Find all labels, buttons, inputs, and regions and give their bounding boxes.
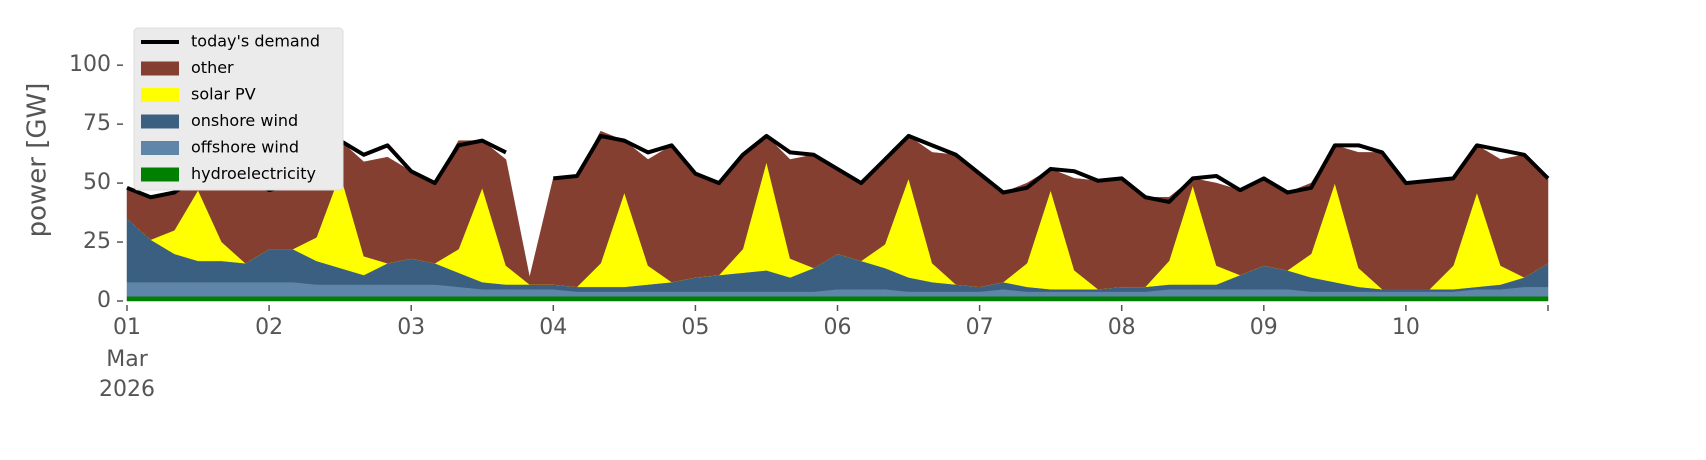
x-tick-label: 03 — [397, 315, 425, 340]
legend-label: solar PV — [191, 85, 256, 104]
x-tick-label: 01 — [113, 315, 141, 340]
y-tick-label: 50 — [83, 170, 111, 195]
legend-label: other — [191, 58, 234, 77]
legend-patch — [141, 88, 179, 102]
x-tick-label: 02 — [255, 315, 283, 340]
y-axis-label: power [GW] — [23, 83, 53, 238]
x-tick-label: 06 — [824, 315, 852, 340]
legend-box — [133, 27, 344, 191]
y-tick-label: 75 — [83, 111, 111, 136]
area — [126, 130, 1549, 290]
x-tick-label: 04 — [539, 315, 567, 340]
x-month-label: Mar — [106, 347, 148, 372]
legend-label: offshore wind — [191, 138, 299, 157]
legend-label: hydroelectricity — [191, 164, 316, 183]
legend-patch — [141, 141, 179, 155]
x-tick-label: 09 — [1250, 315, 1278, 340]
legend-patch — [141, 114, 179, 129]
area — [126, 296, 1549, 302]
x-tick-label: 05 — [681, 315, 709, 340]
legend-label: onshore wind — [191, 111, 298, 130]
x-tick-label: 10 — [1392, 315, 1420, 340]
x-year-label: 2026 — [99, 377, 155, 402]
legend-patch — [141, 61, 179, 76]
x-tick-label: 08 — [1108, 315, 1136, 340]
legend-label: today's demand — [191, 32, 320, 51]
y-tick-label: 0 — [97, 288, 111, 313]
y-tick-label: 25 — [83, 229, 111, 254]
legend-patch — [141, 167, 179, 182]
x-tick-label: 07 — [966, 315, 994, 340]
y-tick-label: 100 — [69, 52, 111, 77]
legend: today's demand other solar PV onshore wind o… — [133, 27, 344, 191]
